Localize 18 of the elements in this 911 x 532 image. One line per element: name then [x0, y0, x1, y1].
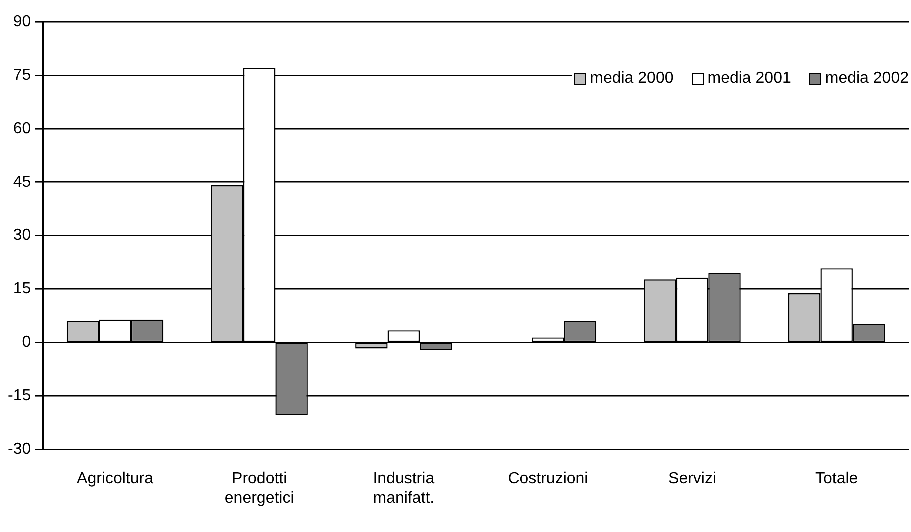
x-tick-label: Costruzioni [508, 470, 588, 488]
y-tick-label: 45 [13, 174, 32, 191]
legend-label: media 2000 [590, 70, 674, 88]
y-tick-label: 30 [13, 227, 32, 244]
x-tick-label: Totale [815, 470, 858, 488]
x-tick-label: Servizi [668, 470, 717, 488]
x-tick-label: Prodotti energetici [224, 470, 294, 507]
y-tick-label: 60 [13, 120, 32, 138]
y-tick-label: 90 [13, 13, 32, 30]
x-tick-label: Industria manifatt. [373, 470, 435, 507]
y-tick-label: -30 [8, 441, 32, 458]
text: media 2001 [708, 70, 792, 88]
x-tick-label: Agricoltura [77, 470, 154, 488]
y-tick-label: 15 [13, 280, 32, 298]
y-tick-label: 75 [13, 66, 32, 84]
legend-label: media 2002 [825, 70, 909, 88]
y-tick-label: -15 [8, 388, 32, 405]
y-tick-label: 0 [22, 334, 32, 352]
